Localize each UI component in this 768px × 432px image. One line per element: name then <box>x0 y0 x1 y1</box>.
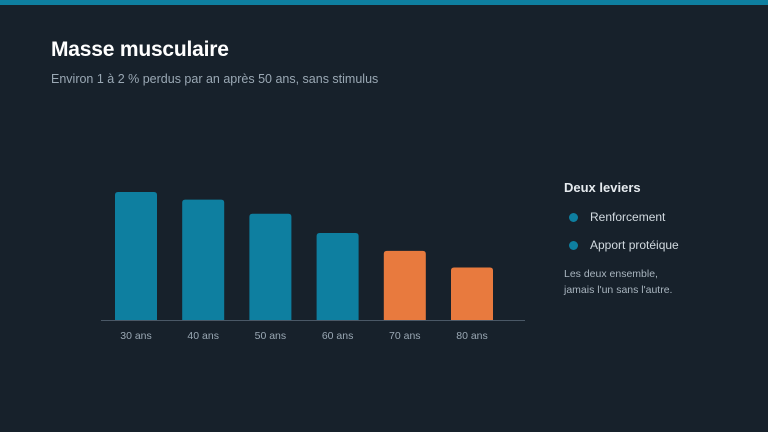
legend: Deux leviers Renforcement Apport protéiq… <box>564 180 754 298</box>
x-tick-label: 30 ans <box>120 330 152 342</box>
legend-label-apport-proteique: Apport protéique <box>590 238 679 252</box>
x-tick-label: 80 ans <box>456 330 488 342</box>
top-accent-bar <box>0 0 768 5</box>
bar-80-ans <box>451 267 493 320</box>
slide-title: Masse musculaire <box>51 38 229 61</box>
x-tick-label: 60 ans <box>322 330 354 342</box>
legend-label-renforcement: Renforcement <box>590 210 666 224</box>
bar-30-ans <box>115 192 157 320</box>
legend-item-apport-proteique: Apport protéique <box>564 238 754 252</box>
legend-note-line-1: Les deux ensemble, <box>564 268 658 280</box>
bar-60-ans <box>316 232 359 320</box>
bar-70-ans <box>383 250 426 320</box>
legend-dot-apport-proteique <box>569 240 578 250</box>
legend-item-renforcement: Renforcement <box>564 210 754 224</box>
bar-40-ans <box>182 199 225 320</box>
bar-50-ans <box>249 213 292 320</box>
legend-dot-renforcement <box>569 212 578 222</box>
legend-note: Les deux ensemble, jamais l'un sans l'au… <box>564 266 754 298</box>
legend-title: Deux leviers <box>564 180 641 195</box>
x-tick-label: 70 ans <box>389 330 421 342</box>
legend-note-line-2: jamais l'un sans l'autre. <box>564 284 673 296</box>
slide-subtitle: Environ 1 à 2 % perdus par an après 50 a… <box>51 72 379 86</box>
x-tick-label: 40 ans <box>187 330 219 342</box>
x-tick-label: 50 ans <box>255 330 287 342</box>
